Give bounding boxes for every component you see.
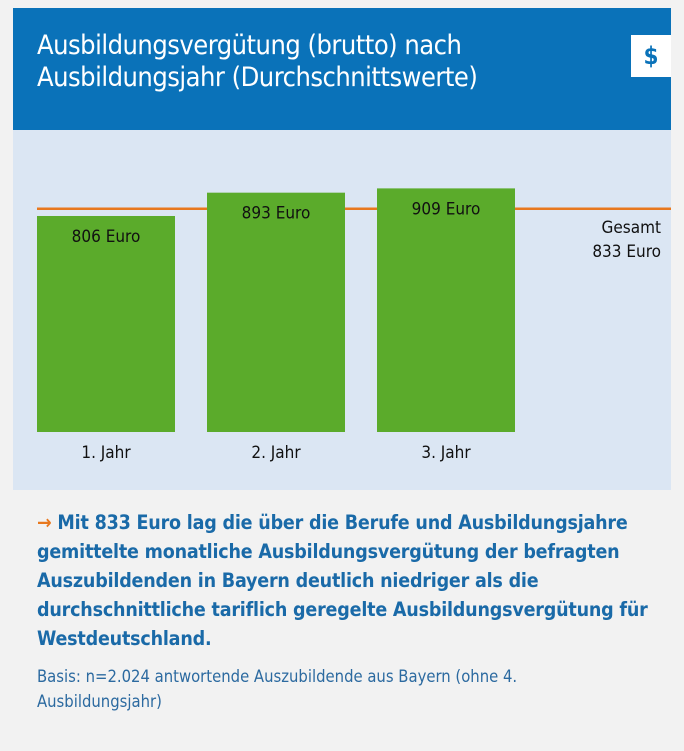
dollar-icon: $ [631, 35, 671, 77]
x-tick-label: 1. Jahr [81, 443, 131, 463]
arrow-icon: → [37, 511, 52, 534]
header: Ausbildungsvergütung (brutto) nach Ausbi… [13, 8, 671, 130]
reference-name: Gesamt [602, 218, 662, 238]
value-label: 806 Euro [72, 227, 141, 247]
x-tick-label: 2. Jahr [251, 443, 301, 463]
x-tick-label: 3. Jahr [421, 443, 471, 463]
chart: Gesamt 833 Euro 806 Euro 1. Jahr 893 Euro 2. … [13, 130, 671, 490]
summary: Mit 833 Euro lag die über die Berufe und… [37, 511, 648, 650]
value-label: 893 Euro [242, 204, 311, 224]
bar [37, 215, 175, 432]
value-label: 909 Euro [412, 199, 481, 219]
note: Basis: n=2.024 antwortende Auszubildende… [37, 667, 518, 711]
reference-label: 833 Euro [592, 242, 661, 262]
chart-title: Ausbildungsvergütung (brutto) nach Ausbi… [37, 30, 478, 93]
summary-text: → Mit 833 Euro lag die über die Berufe u… [37, 508, 677, 653]
bar [207, 192, 345, 432]
bar [377, 188, 515, 432]
